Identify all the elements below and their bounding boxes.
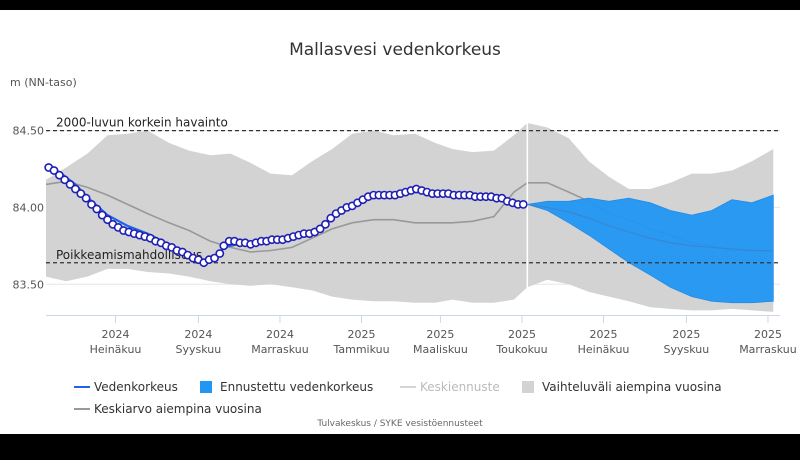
observation-point[interactable] — [65, 179, 75, 189]
observation-point[interactable] — [320, 219, 330, 229]
observation-point[interactable] — [60, 175, 70, 185]
legend-label[interactable]: Vedenkorkeus — [94, 380, 178, 394]
legend-swatch-box — [522, 381, 534, 393]
y-axis-title: m (NN-taso) — [10, 76, 77, 89]
x-tick-month: Marraskuu — [739, 343, 797, 356]
observation-point[interactable] — [103, 215, 112, 225]
legend-label[interactable]: Keskiarvo aiempina vuosina — [94, 402, 262, 416]
credits[interactable]: Tulvakeskus / SYKE vesistöennusteet — [316, 419, 483, 429]
legend-label[interactable]: Vaihteluväli aiempina vuosina — [542, 380, 722, 394]
y-tick-label: 84.50 — [13, 125, 45, 138]
x-tick-month: Maaliskuu — [413, 343, 468, 356]
x-tick-year: 2024 — [266, 328, 294, 341]
x-tick-year: 2025 — [590, 328, 618, 341]
x-tick-year: 2025 — [348, 328, 376, 341]
x-tick-year: 2024 — [102, 328, 130, 341]
series-forecast-band[interactable] — [527, 194, 774, 304]
x-tick-month: Tammikuu — [332, 343, 389, 356]
legend-item[interactable]: Keskiarvo aiempina vuosina — [74, 402, 262, 416]
legend-item[interactable]: Vaihteluväli aiempina vuosina — [522, 380, 722, 394]
y-tick-label: 84.00 — [13, 201, 45, 214]
x-tick-year: 2025 — [426, 328, 454, 341]
series-range-band[interactable] — [46, 122, 774, 312]
observation-point[interactable] — [210, 253, 219, 263]
reference-line-label: Poikkeamismahdollisuus — [56, 248, 202, 262]
legend-item[interactable]: Vedenkorkeus — [74, 380, 178, 394]
chart-frame: Mallasvesi vedenkorkeus m (NN-taso) 2000… — [0, 10, 800, 434]
observation-point[interactable] — [87, 199, 96, 209]
chart-title: Mallasvesi vedenkorkeus — [289, 40, 501, 60]
x-tick-month: Syyskuu — [664, 343, 710, 356]
observation-point[interactable] — [55, 170, 64, 180]
x-tick-month: Marraskuu — [251, 343, 309, 356]
observation-point[interactable] — [92, 204, 102, 214]
x-tick-year: 2025 — [672, 328, 700, 341]
y-tick-label: 83.50 — [13, 278, 45, 291]
x-tick-year: 2024 — [184, 328, 212, 341]
observation-point[interactable] — [326, 213, 336, 223]
legend-swatch-box — [200, 381, 212, 393]
observation-point[interactable] — [76, 189, 86, 198]
legend-label[interactable]: Ennustettu vedenkorkeus — [220, 380, 373, 394]
reference-line-label: 2000-luvun korkein havainto — [56, 116, 228, 130]
x-tick-month: Heinäkuu — [578, 343, 630, 356]
x-tick-month: Syyskuu — [176, 343, 222, 356]
legend-item[interactable]: Ennustettu vedenkorkeus — [200, 380, 373, 394]
observation-point[interactable] — [315, 224, 325, 234]
x-tick-year: 2025 — [508, 328, 536, 341]
legend[interactable]: Vedenkorkeus Ennustettu vedenkorkeus Keski… — [74, 380, 722, 416]
plot-area: 2000-luvun korkein havainto Poikkeamismah… — [44, 100, 780, 315]
legend-item[interactable]: Keskiennuste — [400, 380, 500, 394]
y-axis: 84.50 84.00 83.50 — [13, 125, 45, 292]
observation-point[interactable] — [219, 241, 229, 251]
legend-label[interactable]: Keskiennuste — [420, 380, 500, 394]
x-tick-month: Toukokuu — [495, 343, 547, 356]
observation-point[interactable] — [71, 184, 80, 194]
x-axis: 2024 Heinäkuu 2024 Syyskuu 2024 Marraskuu 2025… — [46, 315, 797, 356]
chart-svg: Mallasvesi vedenkorkeus m (NN-taso) 2000… — [0, 10, 800, 434]
x-tick-month: Heinäkuu — [90, 343, 142, 356]
observation-point[interactable] — [81, 193, 91, 203]
observation-point[interactable] — [49, 166, 59, 175]
series-median-forecast-line[interactable] — [527, 203, 774, 252]
x-tick-year: 2025 — [754, 328, 782, 341]
observation-point[interactable] — [518, 199, 528, 209]
observation-point[interactable] — [97, 210, 107, 220]
observation-point[interactable] — [215, 249, 225, 258]
